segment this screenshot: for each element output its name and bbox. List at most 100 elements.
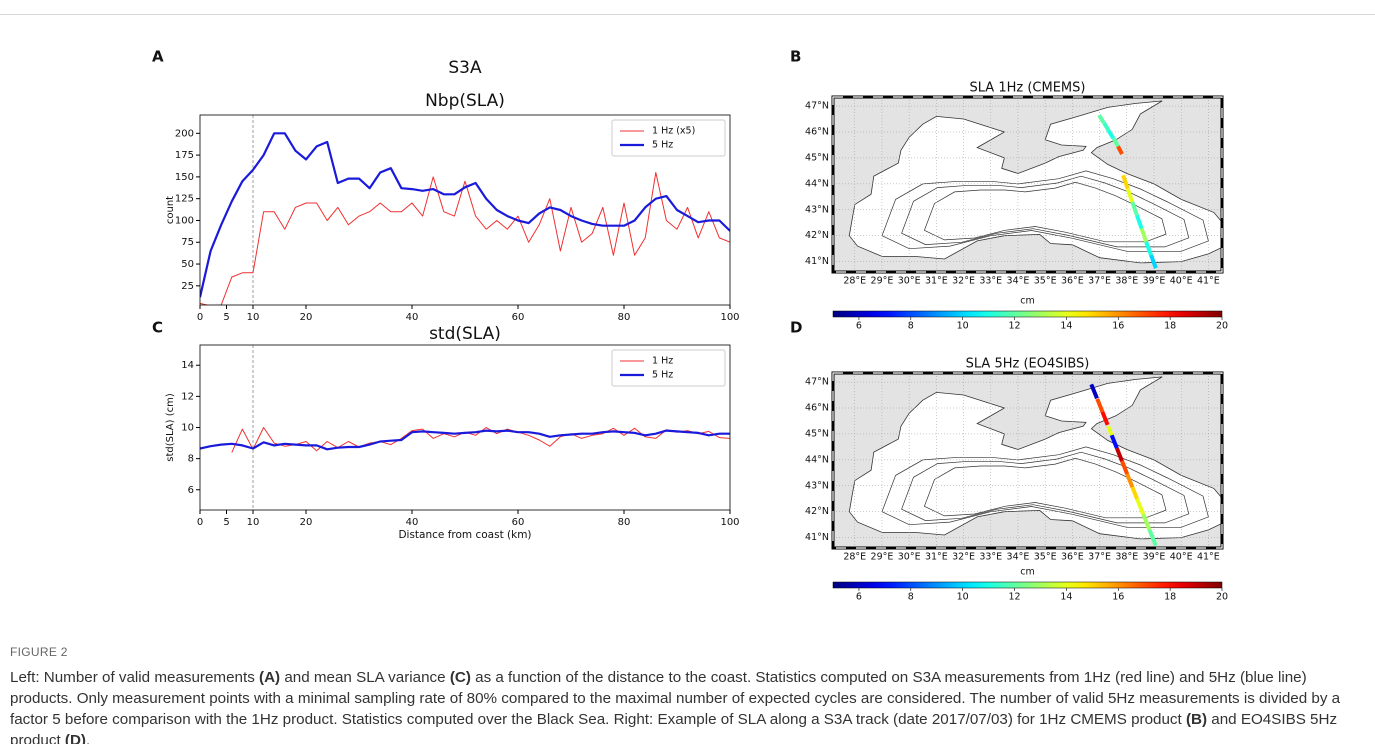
- track-segment: [1116, 145, 1124, 155]
- track-segment: [1106, 129, 1116, 140]
- colorbar-tick-label: 18: [1164, 321, 1176, 332]
- depth-contour: [881, 170, 1209, 252]
- colorbar-tick-label: 10: [957, 321, 969, 332]
- y-tick-label: 25: [181, 281, 194, 292]
- map-title: SLA 5Hz (EO4SIBS): [966, 357, 1090, 372]
- lon-label: 38°E: [1115, 552, 1138, 563]
- y-axis-label: std(SLA) (cm): [165, 393, 176, 462]
- depth-contour: [901, 175, 1190, 248]
- y-tick-label: 8: [188, 454, 194, 465]
- lon-label: 36°E: [1061, 276, 1084, 287]
- x-tick-label: 10: [247, 312, 260, 323]
- track-segment: [1121, 174, 1130, 190]
- caption-segment: .: [85, 732, 91, 744]
- series-line: [200, 132, 730, 298]
- lat-label: 45°N: [805, 428, 829, 439]
- caption-ref: (D): [64, 732, 86, 744]
- y-tick-label: 10: [181, 423, 194, 434]
- lat-label: 42°N: [805, 230, 829, 241]
- map: SLA 1Hz (CMEMS) 28°E 29°E 30°E 31°E 32°E 33°E 3…: [805, 81, 1228, 332]
- x-tick-label: 5: [223, 312, 229, 323]
- figure: A B C D S3ANbp(SLA)count2550751001251501…: [152, 48, 1228, 603]
- lon-label: 41°E: [1197, 552, 1220, 563]
- lon-label: 37°E: [1088, 276, 1111, 287]
- depth-contour: [923, 181, 1167, 243]
- lon-label: 39°E: [1143, 552, 1166, 563]
- colorbar-tick-label: 20: [1216, 321, 1228, 332]
- lon-label: 35°E: [1034, 276, 1057, 287]
- track-segment: [1130, 201, 1139, 217]
- lon-label: 34°E: [1007, 276, 1030, 287]
- colorbar-tick-label: 12: [1008, 592, 1020, 603]
- x-tick-label: 60: [512, 312, 525, 323]
- track-segment: [1130, 486, 1140, 501]
- track-segment: [1106, 425, 1115, 438]
- depth-contour: [901, 451, 1190, 524]
- caption-segment: as a function of the distance to the coa…: [10, 669, 1341, 728]
- track-segment: [1095, 398, 1105, 413]
- depth-contour: [923, 457, 1167, 519]
- lat-label: 42°N: [805, 506, 829, 517]
- colorbar-tick-label: 6: [856, 592, 862, 603]
- colorbar-tick-label: 16: [1112, 592, 1124, 603]
- series-line: [200, 429, 730, 451]
- track-segment: [1125, 473, 1135, 488]
- map: SLA 5Hz (EO4SIBS) 28°E 29°E 30°E 31°E 32°E 33°…: [805, 357, 1228, 603]
- lon-label: 35°E: [1034, 552, 1057, 563]
- depth-contour: [881, 446, 1209, 528]
- y-tick-label: 14: [181, 360, 194, 371]
- y-tick-label: 200: [175, 128, 194, 139]
- lon-label: 29°E: [871, 552, 894, 563]
- chart: S3A Nbp(SLA) count 25 50 75 100 125 150 175 200 0 5 1…: [165, 58, 740, 323]
- lat-label: 47°N: [805, 101, 829, 112]
- lon-label: 40°E: [1170, 552, 1193, 563]
- series-line: [200, 172, 730, 305]
- track-segment: [1097, 114, 1106, 124]
- lon-label: 39°E: [1143, 276, 1166, 287]
- x-tick-label: 5: [223, 517, 229, 528]
- track-segment: [1102, 121, 1111, 132]
- plot-frame: [199, 114, 731, 306]
- caption-segment: and EO4SIBS 5Hz product: [10, 711, 1338, 744]
- caption-segment: Left: Number of valid measurements: [10, 669, 260, 686]
- lon-label: 31°E: [925, 552, 948, 563]
- x-axis-label: Distance from coast (km): [398, 529, 531, 541]
- map-body: [833, 373, 1222, 548]
- lat-label: 41°N: [805, 532, 829, 543]
- y-tick-label: 175: [175, 150, 194, 161]
- x-tick-label: 100: [720, 517, 739, 528]
- x-tick-label: 80: [618, 312, 631, 323]
- y-tick-label: 12: [181, 391, 194, 402]
- map-frame-dash: [832, 96, 1223, 273]
- lat-label: 44°N: [805, 178, 829, 189]
- legend-label: 1 Hz: [652, 356, 673, 367]
- caption: FIGURE 2 Left: Number of valid measureme…: [10, 645, 1360, 744]
- lat-label: 45°N: [805, 152, 829, 163]
- lat-label: 46°N: [805, 127, 829, 138]
- lon-label: 28°E: [843, 276, 866, 287]
- lon-label: 29°E: [871, 276, 894, 287]
- colorbar-tick-label: 14: [1060, 592, 1072, 603]
- colorbar: [832, 310, 1223, 318]
- track-segment: [1139, 227, 1149, 243]
- colorbar-label: cm: [1020, 296, 1034, 307]
- plot-frame: [199, 344, 731, 511]
- track-segment: [1115, 447, 1124, 462]
- x-tick-label: 0: [197, 312, 203, 323]
- track-segment: [1135, 497, 1146, 516]
- caption-ref: (B): [1185, 711, 1208, 728]
- lat-label: 47°N: [805, 377, 829, 388]
- lon-label: 33°E: [979, 552, 1002, 563]
- lon-label: 40°E: [1170, 276, 1193, 287]
- map-title: SLA 1Hz (CMEMS): [970, 81, 1086, 96]
- colorbar-tick-label: 16: [1112, 321, 1124, 332]
- lon-label: 32°E: [952, 276, 975, 287]
- divider: [0, 14, 1375, 15]
- lon-label: 31°E: [925, 276, 948, 287]
- y-axis-label: count: [165, 196, 176, 224]
- colorbar-tick-label: 8: [908, 321, 914, 332]
- lon-label: 41°E: [1197, 276, 1220, 287]
- lon-label: 32°E: [952, 552, 975, 563]
- colorbar-tick-label: 18: [1164, 592, 1176, 603]
